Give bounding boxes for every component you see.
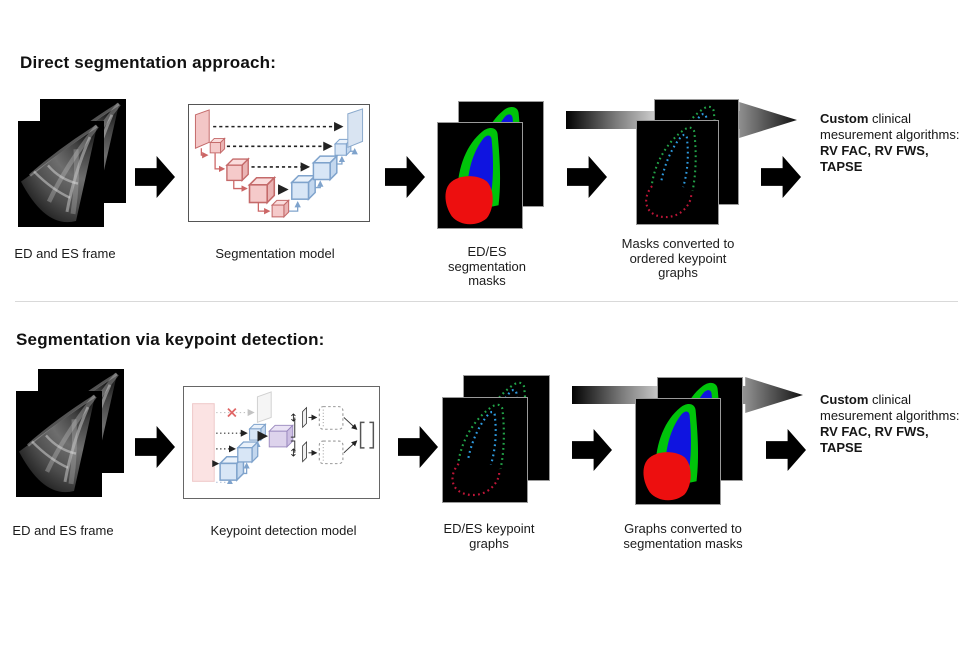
right-arrow-icon: [385, 156, 425, 198]
result-measures: RV FAC, RV FWS, TAPSE: [820, 424, 929, 455]
svg-text:↕: ↕: [289, 447, 298, 460]
result-emph: Custom: [820, 392, 869, 407]
keypoint-figure: [645, 126, 697, 219]
right-arrow-icon: [135, 426, 175, 468]
result-emph: Custom: [820, 111, 869, 126]
label-ed-es-masks: ED/ES segmentation masks: [447, 244, 527, 288]
right-arrow-icon: [567, 156, 607, 198]
ultrasound-frame-front: [16, 391, 102, 497]
keypoint-graph-pair: [636, 99, 741, 229]
section-divider: [15, 301, 958, 302]
result-rest: clinical: [868, 111, 912, 126]
keypoint-model-diagram: ↕ ↕: [183, 386, 380, 499]
keypoint-frame-front: [442, 397, 528, 503]
right-arrow-icon: [761, 156, 801, 198]
clinical-result-text: Custom clinical mesurement algorithms: R…: [820, 392, 970, 456]
label-ed-es-frame: ED and ES frame: [12, 523, 114, 538]
result-measures: RV FAC, RV FWS, TAPSE: [820, 143, 929, 174]
label-masks-to-keypoints: Masks converted to ordered keypoint grap…: [621, 236, 735, 280]
segmentation-mask-pair: [635, 377, 745, 507]
section-title-direct: Direct segmentation approach:: [20, 53, 277, 72]
label-graphs-to-masks: Graphs converted to segmentation masks: [623, 521, 743, 551]
label-ed-es-keypoints: ED/ES keypoint graphs: [443, 521, 535, 551]
keypoint-model-svg: ↕ ↕: [192, 391, 375, 485]
ultrasound-frame-front: [18, 121, 104, 227]
mask-frame-front: [635, 398, 721, 505]
right-arrow-icon: [398, 426, 438, 468]
label-ed-es-frame: ED and ES frame: [14, 246, 116, 261]
ed-es-frame-pair: [18, 99, 128, 229]
svg-text:↕: ↕: [289, 411, 298, 424]
result-line-2: mesurement algorithms:: [820, 127, 960, 142]
result-line-1: Custom clinical: [820, 392, 970, 408]
keypoint-frame-front: [636, 120, 719, 225]
label-segmentation-model: Segmentation model: [215, 246, 335, 261]
result-line-2: mesurement algorithms:: [820, 408, 960, 423]
label-keypoint-model: Keypoint detection model: [210, 523, 357, 538]
right-arrow-icon: [766, 429, 806, 471]
mask-figure: [445, 128, 501, 225]
ed-es-frame-pair: [16, 369, 126, 499]
unet-svg: [194, 108, 364, 218]
right-arrow-icon: [572, 429, 612, 471]
segmentation-mask-pair: [437, 101, 547, 231]
result-line-1: Custom clinical: [820, 111, 970, 127]
ultrasound-fan-image: [18, 121, 104, 227]
keypoint-graph-pair: [442, 375, 555, 505]
right-arrow-icon: [135, 156, 175, 198]
mask-figure: [643, 404, 699, 501]
unet-diagram: [188, 104, 370, 222]
keypoint-figure: [451, 403, 505, 497]
result-rest: clinical: [868, 392, 912, 407]
clinical-result-text: Custom clinical mesurement algorithms: R…: [820, 111, 970, 175]
section-title-keypoint: Segmentation via keypoint detection:: [16, 330, 325, 349]
ultrasound-fan-image: [16, 391, 102, 497]
mask-frame-front: [437, 122, 523, 229]
